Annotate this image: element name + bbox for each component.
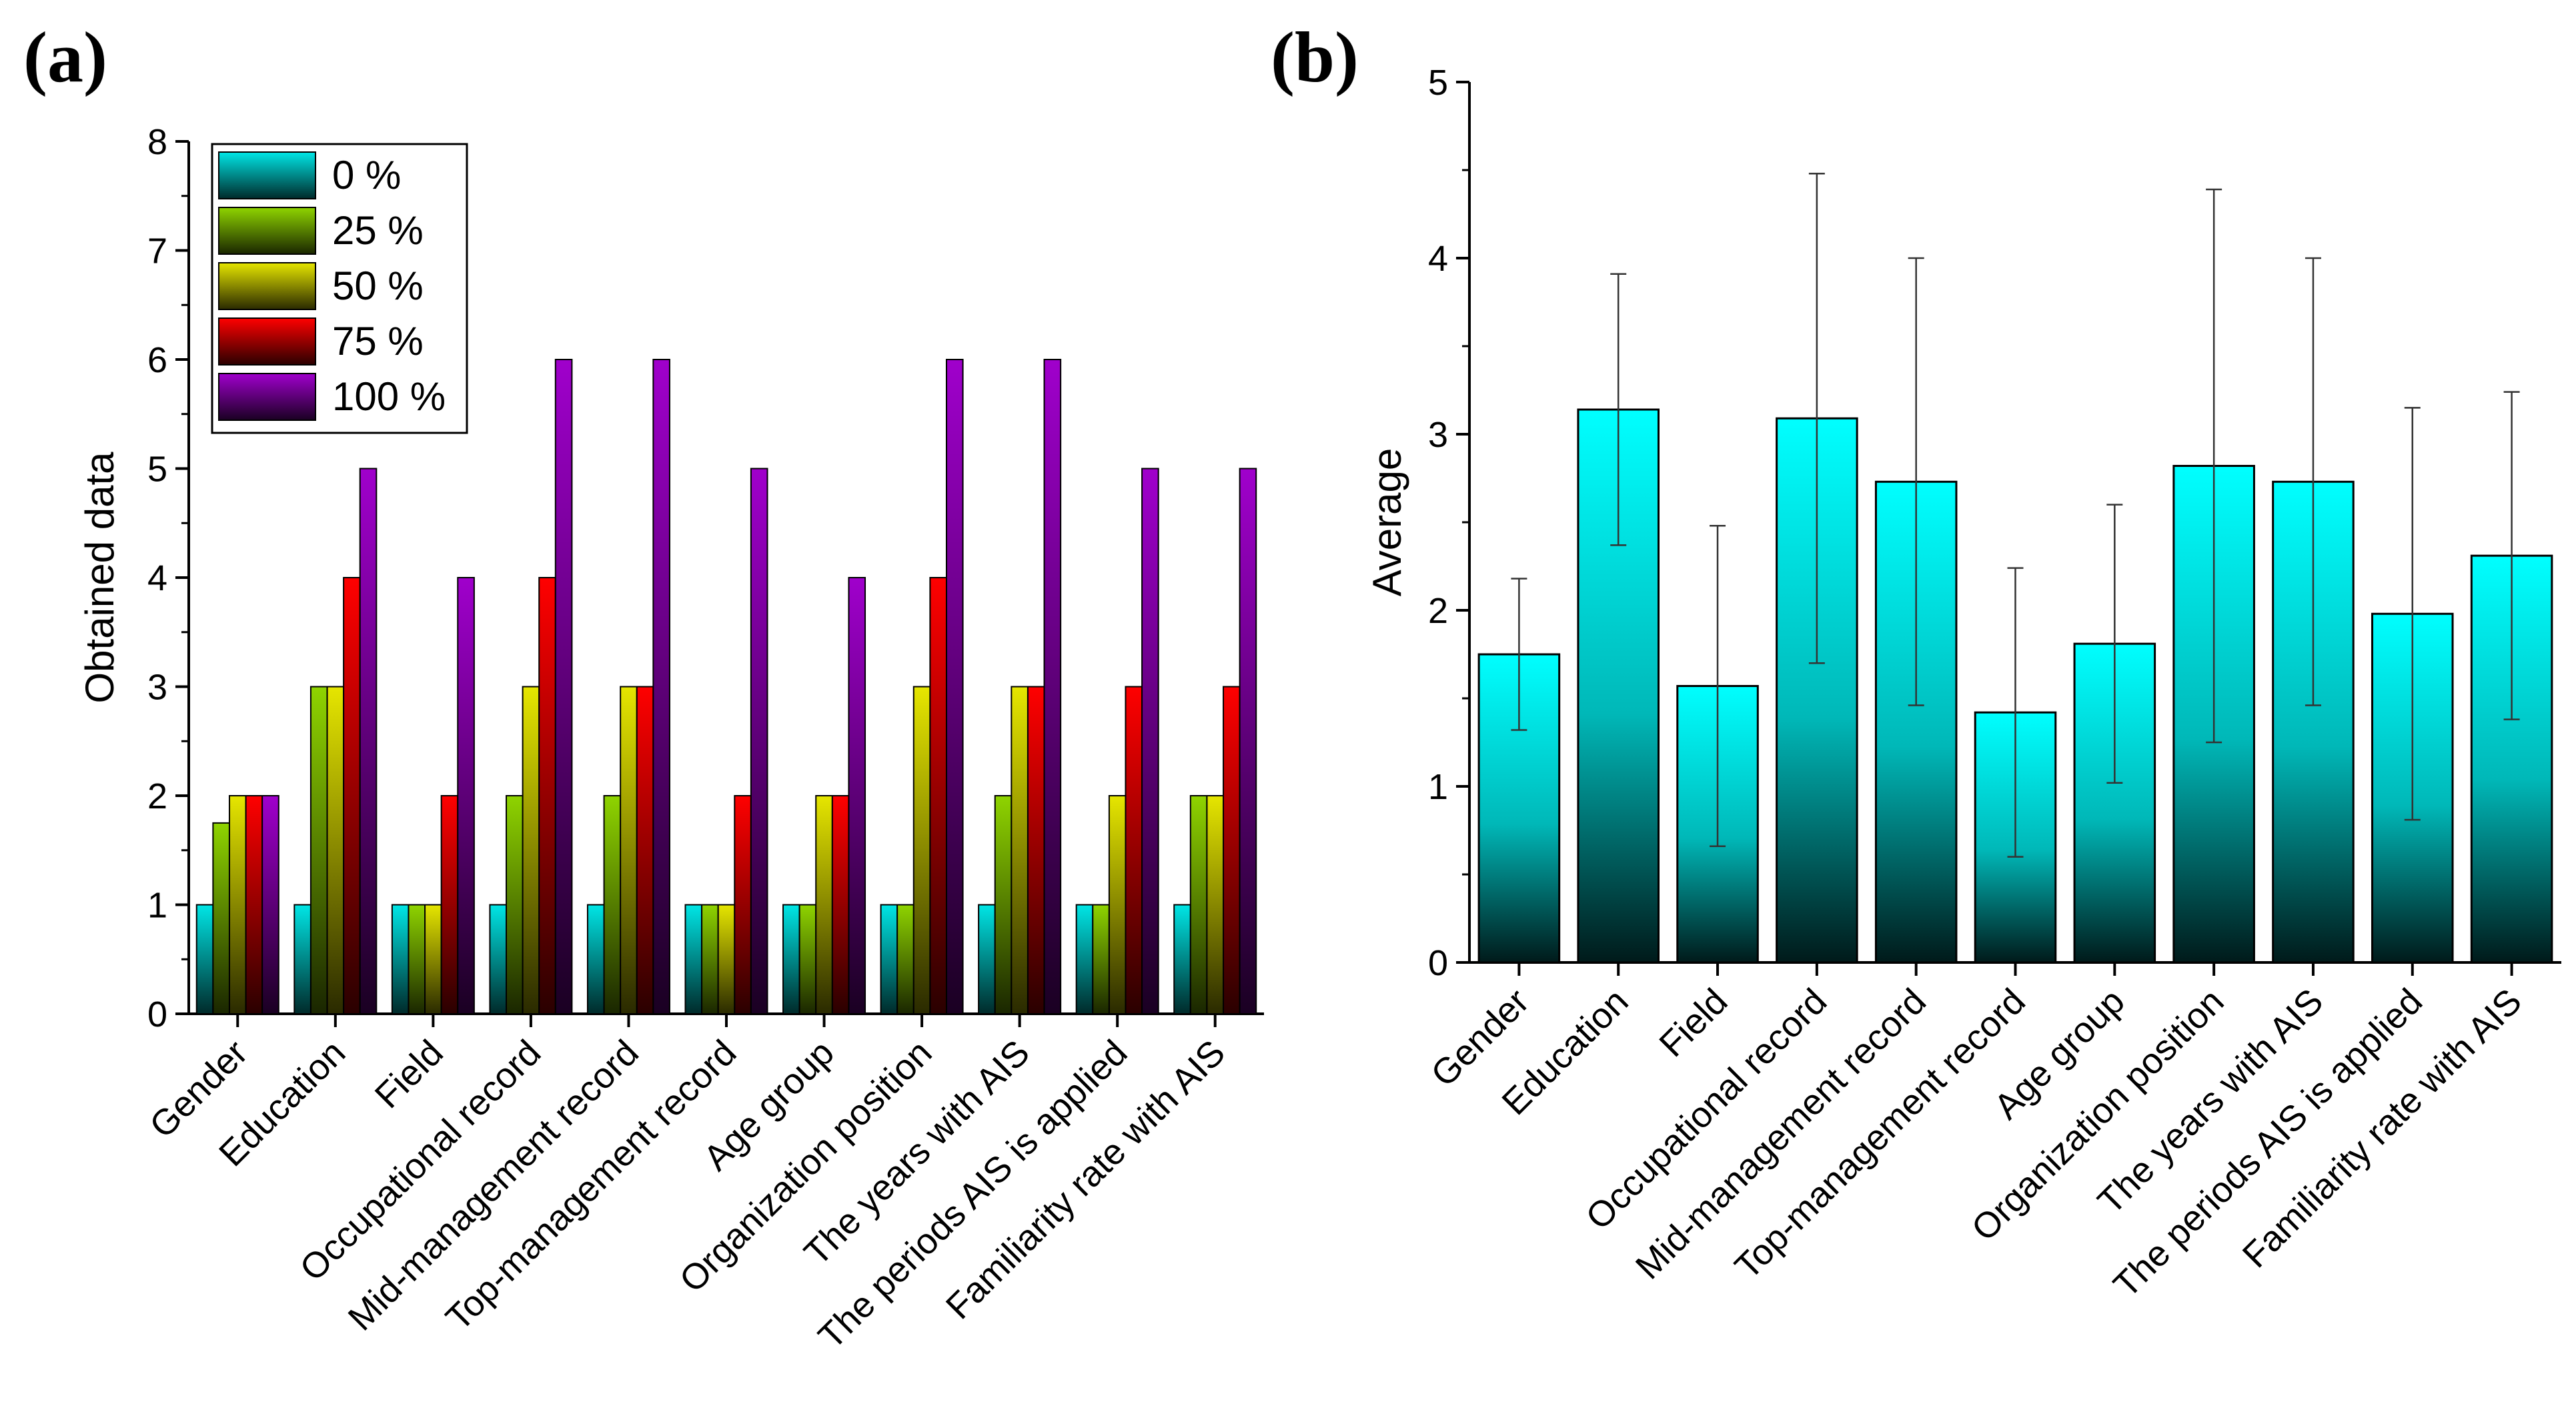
panel-a-bar	[506, 795, 524, 1014]
panel-a-bar	[359, 468, 378, 1014]
panel-a-bar	[261, 795, 279, 1014]
panel-a-bar	[538, 577, 556, 1014]
panel-a-bar	[848, 577, 866, 1014]
panel-a-legend-label: 0 %	[332, 153, 401, 197]
panel-b-y-tick-label: 5	[1428, 63, 1448, 103]
panel-a-bar	[457, 577, 475, 1014]
panel-a-y-tick-label: 4	[147, 558, 167, 598]
panel-a-bar	[1223, 686, 1241, 1014]
panel-a-legend-swatch	[218, 207, 316, 255]
panel-a-bar	[1125, 686, 1143, 1014]
panel-a-bar	[880, 904, 898, 1014]
panel-a-bar	[717, 904, 736, 1014]
panel-a-bar	[1206, 795, 1225, 1014]
panel-a-label: (a)	[23, 18, 107, 97]
panel-a-bar	[408, 904, 426, 1014]
panel-a-legend-swatch	[218, 317, 316, 366]
panel-a-bar	[994, 795, 1013, 1014]
panel-a-bar	[1027, 686, 1045, 1014]
panel-a-bar	[293, 904, 311, 1014]
panel-a-bar	[782, 904, 800, 1014]
panel-a-bar	[978, 904, 996, 1014]
panel-a-bar	[620, 686, 638, 1014]
panel-a-bar	[343, 577, 361, 1014]
panel-a-bar	[750, 468, 768, 1014]
panel-a-y-tick-label: 7	[147, 231, 167, 271]
panel-a-y-axis-title: Obtained data	[77, 452, 122, 704]
panel-a-bar	[912, 686, 931, 1014]
panel-a-bar	[424, 904, 442, 1014]
panel-a-bar	[1141, 468, 1159, 1014]
panel-a-bar	[228, 795, 247, 1014]
panel-a-bar	[734, 795, 752, 1014]
panel-a-y-tick-label: 1	[147, 886, 167, 926]
panel-b-y-tick-label: 3	[1428, 415, 1448, 455]
panel-a-bar	[195, 904, 214, 1014]
panel-a-legend-label: 25 %	[332, 208, 424, 253]
panel-a-bar	[945, 359, 964, 1014]
panel-a-bar	[309, 686, 328, 1014]
panel-a-bar	[1173, 904, 1191, 1014]
panel-b-label: (b)	[1271, 18, 1359, 97]
panel-a-bar	[245, 795, 263, 1014]
panel-a-legend-label: 100 %	[332, 374, 446, 419]
panel-a-bar	[652, 359, 670, 1014]
panel-a-legend-swatch	[218, 151, 316, 199]
panel-a-bar	[1011, 686, 1029, 1014]
panel-a-y-tick-label: 5	[147, 450, 167, 490]
panel-a-y-tick-label: 2	[147, 776, 167, 816]
panel-a-bar	[1043, 359, 1062, 1014]
panel-a-bar	[586, 904, 605, 1014]
panel-a-bar	[1108, 795, 1127, 1014]
panel-a-legend-label: 50 %	[332, 263, 424, 308]
panel-a-y-tick-label: 0	[147, 994, 167, 1034]
panel-a-bar	[554, 359, 573, 1014]
panel-a-bar	[1092, 904, 1110, 1014]
panel-b-y-tick-label: 2	[1428, 591, 1448, 631]
panel-a-bar	[489, 904, 508, 1014]
panel-b-y-tick-label: 1	[1428, 767, 1448, 807]
panel-a-bar	[212, 822, 230, 1014]
panel-a-y-tick-label: 6	[147, 340, 167, 380]
panel-b-y-tick-label: 4	[1428, 239, 1448, 279]
panel-a-bar	[1189, 795, 1208, 1014]
panel-a-bar	[798, 904, 817, 1014]
panel-b-x-tick-label: Field	[1652, 981, 1735, 1064]
panel-a-bar	[701, 904, 719, 1014]
panel-a-bar	[815, 795, 833, 1014]
panel-a-bar	[684, 904, 703, 1014]
panel-a-legend-swatch	[218, 262, 316, 310]
panel-a-bar	[440, 795, 459, 1014]
panel-a-legend-swatch	[218, 373, 316, 421]
panel-a-bar	[1075, 904, 1094, 1014]
panel-a-legend-label: 75 %	[332, 319, 424, 364]
panel-a-bar	[603, 795, 622, 1014]
panel-a-bar	[1239, 468, 1257, 1014]
panel-a-y-tick-label: 3	[147, 668, 167, 708]
panel-a-bar	[831, 795, 850, 1014]
panel-a-bar	[636, 686, 654, 1014]
panel-a-y-tick-label: 8	[147, 122, 167, 162]
panel-a-bar	[929, 577, 947, 1014]
panel-b-y-tick-label: 0	[1428, 943, 1448, 983]
panel-b-y-axis-title: Average	[1365, 448, 1409, 596]
panel-a-bar	[326, 686, 345, 1014]
panel-a-bar	[522, 686, 540, 1014]
panel-a-bar	[391, 904, 410, 1014]
panel-a-bar	[896, 904, 914, 1014]
panel-a-x-tick-label: Field	[368, 1032, 451, 1116]
